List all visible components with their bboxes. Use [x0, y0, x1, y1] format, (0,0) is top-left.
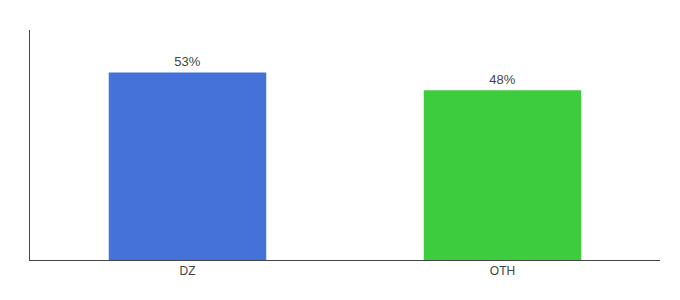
svg-text:48%: 48%: [489, 72, 515, 87]
svg-text:OTH: OTH: [490, 264, 515, 278]
svg-text:DZ: DZ: [180, 264, 196, 278]
svg-text:53%: 53%: [174, 54, 200, 69]
